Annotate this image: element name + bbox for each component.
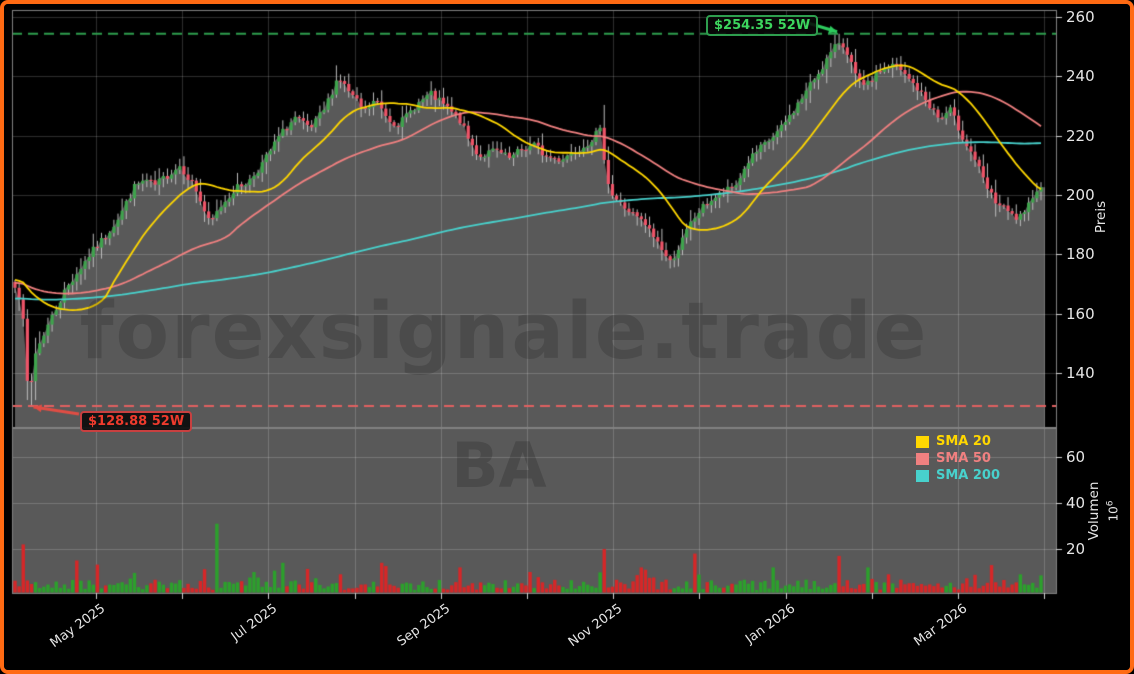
candlestick-volume-chart-canvas: [4, 4, 1130, 670]
sma20-swatch: [916, 435, 929, 448]
volume-tick-label: 40: [1066, 494, 1086, 512]
price-tick-label: 240: [1066, 67, 1095, 86]
sma200-swatch: [916, 469, 929, 482]
volume-tick-label: 60: [1066, 448, 1086, 466]
price-tick-label: 180: [1066, 245, 1095, 264]
price-tick-label: 160: [1066, 304, 1095, 323]
sma50-swatch: [916, 452, 929, 465]
volume-axis-unit: 106: [1105, 500, 1121, 522]
legend-item-sma20: SMA 20: [916, 433, 1000, 450]
price-tick-label: 220: [1066, 126, 1095, 145]
sma200-label: SMA 200: [936, 468, 1001, 483]
sma20-label: SMA 20: [936, 434, 991, 449]
legend-item-sma50: SMA 50: [916, 450, 1000, 467]
price-tick-label: 200: [1066, 186, 1095, 205]
price-tick-label: 140: [1066, 364, 1095, 383]
high-52w-annotation: $254.35 52W: [706, 15, 819, 36]
sma50-label: SMA 50: [936, 451, 991, 466]
sma-legend: SMA 20 SMA 50 SMA 200: [916, 433, 1000, 484]
volume-axis-title: Volumen: [1086, 481, 1102, 541]
legend-item-sma200: SMA 200: [916, 467, 1000, 484]
price-tick-label: 260: [1066, 8, 1095, 26]
volume-tick-label: 20: [1066, 540, 1086, 558]
price-axis-title: Preis: [1093, 200, 1109, 234]
low-52w-annotation: $128.88 52W: [80, 411, 193, 432]
